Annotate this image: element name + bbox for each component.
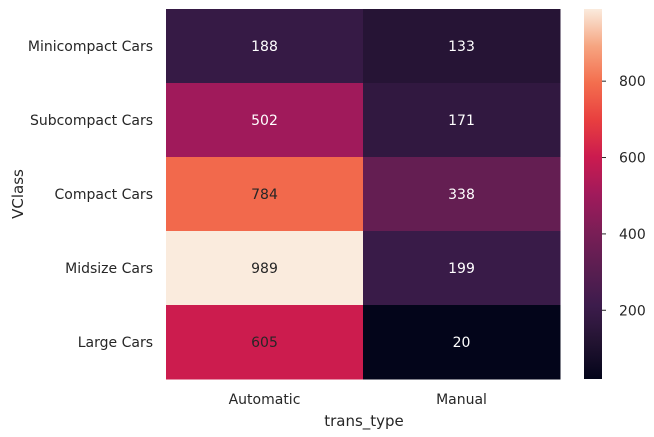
x-axis-ticks: Automatic Manual [229,392,487,408]
y-tick-label: Midsize Cars [65,261,153,277]
cell-value-label: 133 [448,39,475,55]
heatmap-cell [166,231,364,306]
colorbar-tick-label: 400 [619,227,646,243]
cell-value-label: 989 [251,261,278,277]
colorbar-ticks: 200 400 600 800 [602,74,646,319]
y-tick-label: Large Cars [78,335,153,351]
cell-value-label: 188 [251,39,278,55]
heatmap-cell [363,157,561,232]
heatmap-cell [363,83,561,158]
y-axis-ticks: Minicompact Cars Subcompact Cars Compact C… [28,39,153,351]
y-tick-label: Compact Cars [55,187,154,203]
cell-value-label: 20 [453,335,471,351]
x-tick-label: Manual [436,392,487,408]
heatmap-cell [363,231,561,306]
heatmap-cell [363,9,561,84]
colorbar-tick-label: 800 [619,74,646,90]
heatmap-cell [166,9,364,84]
x-tick-label: Automatic [229,392,301,408]
heatmap-cells: 188 133 502 171 784 338 989 199 605 20 [166,9,561,380]
heatmap-cell [166,305,364,380]
y-tick-label: Minicompact Cars [28,39,153,55]
cell-value-label: 605 [251,335,278,351]
cell-value-label: 338 [448,187,475,203]
y-tick-label: Subcompact Cars [30,113,153,129]
colorbar: 200 400 600 800 [584,9,646,379]
heatmap-cell [166,157,364,232]
cell-value-label: 502 [251,113,278,129]
colorbar-gradient [584,9,602,379]
cell-value-label: 199 [448,261,475,277]
cell-value-label: 171 [448,113,475,129]
heatmap-cell [363,305,561,380]
cell-value-label: 784 [251,187,278,203]
colorbar-tick-label: 600 [619,151,646,167]
colorbar-tick-label: 200 [619,303,646,319]
heatmap-cell [166,83,364,158]
y-axis-label: VClass [9,169,27,219]
x-axis-label: trans_type [324,412,404,431]
